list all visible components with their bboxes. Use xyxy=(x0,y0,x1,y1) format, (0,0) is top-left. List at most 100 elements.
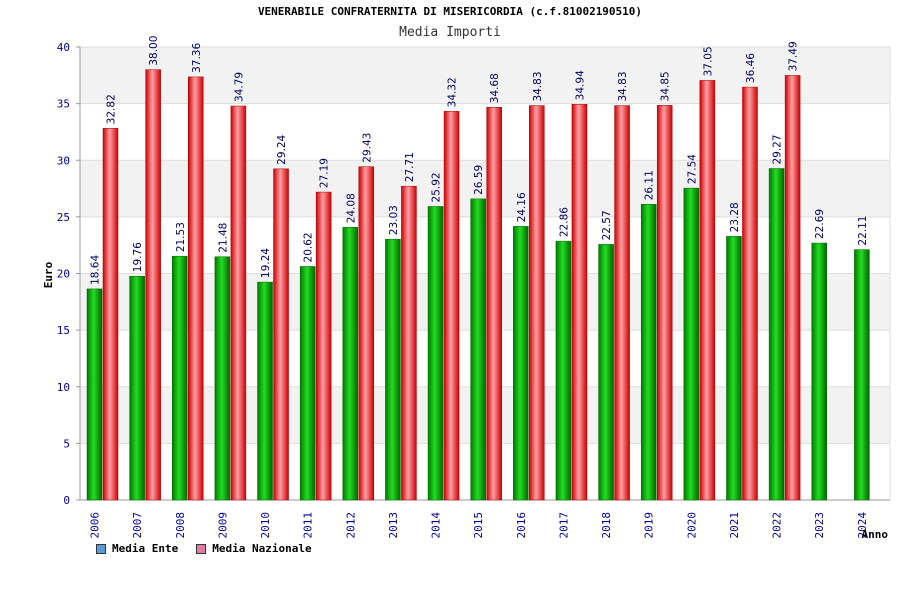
x-tick-label: 2008 xyxy=(174,512,187,539)
bar-media-ente xyxy=(768,168,785,501)
x-tick-label: 2016 xyxy=(515,512,528,539)
data-label: 23.28 xyxy=(729,202,741,232)
x-tick-label: 2009 xyxy=(216,512,229,539)
legend-swatch-ente xyxy=(96,543,106,554)
x-tick-label: 2015 xyxy=(472,512,485,539)
bar-media-nazionale xyxy=(230,105,247,501)
bar-media-nazionale xyxy=(742,86,758,501)
bar-media-ente xyxy=(470,198,486,501)
data-label: 24.16 xyxy=(516,192,528,222)
bar-media-ente xyxy=(683,187,700,501)
x-tick-label: 2011 xyxy=(302,512,315,539)
data-label: 21.48 xyxy=(217,223,229,253)
bar-media-ente xyxy=(172,255,188,501)
data-labels: 18.64 19.76 21.53 21.48 19.24 20.62 24.08 23.03… xyxy=(90,36,869,285)
x-tick-label: 2018 xyxy=(600,512,613,539)
data-label: 29.43 xyxy=(361,133,373,163)
x-tick-label: 2006 xyxy=(89,512,102,539)
chart-title: VENERABILE CONFRATERNITA DI MISERICORDIA… xyxy=(257,5,643,18)
data-label: 27.19 xyxy=(319,158,331,188)
x-tick-label: 2022 xyxy=(771,512,784,539)
bar-media-nazionale xyxy=(529,105,545,501)
data-label: 25.92 xyxy=(431,172,443,202)
data-label: 26.11 xyxy=(644,170,656,200)
bar-media-nazionale xyxy=(315,191,332,501)
x-tick-label: 2010 xyxy=(259,512,272,539)
data-label: 27.71 xyxy=(404,152,416,182)
bar-media-nazionale xyxy=(784,75,801,501)
x-tick-label: 2019 xyxy=(643,512,656,539)
bar-media-nazionale xyxy=(401,185,417,501)
data-label: 34.83 xyxy=(617,71,629,101)
bar-media-nazionale xyxy=(656,105,673,501)
y-tick-label: 5 xyxy=(63,437,70,450)
bar-media-ente xyxy=(129,275,145,501)
bar-media-nazionale xyxy=(486,106,502,501)
bar-media-ente xyxy=(811,242,827,501)
y-tick-label: 35 xyxy=(57,98,70,111)
data-label: 24.08 xyxy=(345,193,357,223)
bar-media-nazionale xyxy=(443,111,460,501)
data-label: 21.53 xyxy=(175,222,187,252)
x-tick-label: 2012 xyxy=(344,512,357,539)
x-tick-label: 2017 xyxy=(557,512,570,539)
bar-media-ente xyxy=(257,281,273,501)
data-label: 34.68 xyxy=(489,73,501,103)
data-label: 27.54 xyxy=(686,154,698,184)
data-label: 19.76 xyxy=(132,242,144,272)
bar-media-nazionale xyxy=(102,128,119,501)
bar-media-ente xyxy=(640,204,657,501)
legend-item-nazionale: Media Nazionale xyxy=(196,542,312,555)
bar-media-ente xyxy=(555,240,572,501)
legend-item-ente: Media Ente xyxy=(96,542,178,555)
bar-media-nazionale xyxy=(699,80,716,501)
data-label: 18.64 xyxy=(90,255,102,285)
y-tick-label: 10 xyxy=(57,381,70,394)
bar-media-ente xyxy=(342,227,359,501)
bar-media-ente xyxy=(598,244,614,501)
data-label: 20.62 xyxy=(303,232,315,262)
data-label: 26.59 xyxy=(473,165,485,195)
x-tick-label: 2014 xyxy=(430,512,443,539)
bar-media-ente xyxy=(299,266,316,501)
x-tick-label: 2023 xyxy=(813,512,826,539)
data-label: 34.94 xyxy=(574,70,586,100)
data-label: 23.03 xyxy=(388,205,400,235)
bar-media-ente xyxy=(86,288,103,501)
y-axis-label: Euro xyxy=(42,261,55,288)
data-label: 37.36 xyxy=(191,43,203,73)
bar-media-nazionale xyxy=(614,105,630,501)
data-label: 37.05 xyxy=(702,46,714,76)
bar-media-ente xyxy=(214,256,231,501)
x-axis-label: Anno xyxy=(862,528,889,541)
data-label: 34.85 xyxy=(660,71,672,101)
y-tick-label: 40 xyxy=(57,41,70,54)
data-label: 37.49 xyxy=(788,41,800,71)
y-tick-label: 15 xyxy=(57,324,70,337)
x-tick-label: 2021 xyxy=(728,512,741,539)
data-label: 34.79 xyxy=(233,72,245,102)
legend-swatch-nazionale xyxy=(196,543,207,554)
x-tick-label: 2020 xyxy=(685,512,698,539)
legend-label-nazionale: Media Nazionale xyxy=(212,542,312,555)
data-label: 34.32 xyxy=(447,77,459,107)
y-tick-label: 30 xyxy=(57,154,70,167)
bar-media-nazionale xyxy=(188,76,204,501)
bars xyxy=(86,69,870,501)
data-label: 29.27 xyxy=(772,134,784,164)
data-label: 34.83 xyxy=(532,71,544,101)
y-tick-label: 25 xyxy=(57,211,70,224)
bar-media-nazionale xyxy=(571,104,588,501)
x-tick-label: 2013 xyxy=(387,512,400,539)
data-label: 22.69 xyxy=(814,209,826,239)
data-label: 29.24 xyxy=(276,134,288,164)
x-tick-label: 2024 xyxy=(856,512,869,539)
y-tick-label: 20 xyxy=(57,268,70,281)
bar-media-ente xyxy=(513,226,529,501)
bar-media-ente xyxy=(726,236,742,501)
bar-media-ente xyxy=(385,238,401,501)
data-label: 22.86 xyxy=(558,207,570,237)
bar-media-nazionale xyxy=(145,69,161,501)
bar-media-ente xyxy=(854,249,870,501)
x-tick-label: 2007 xyxy=(131,512,144,539)
